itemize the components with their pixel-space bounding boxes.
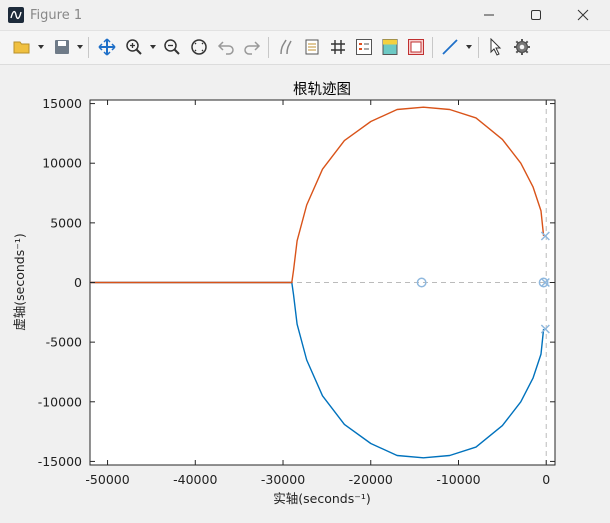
x-axis-ticks: -50000 -40000 -30000 -20000 -10000 0	[85, 100, 550, 487]
window-title: Figure 1	[30, 7, 83, 23]
minimize-icon	[484, 14, 494, 16]
datatip-button[interactable]	[302, 37, 322, 57]
zoom-out-icon	[164, 39, 180, 55]
maximize-icon	[531, 10, 541, 20]
y-tick-label: -10000	[38, 394, 82, 409]
figure-toolbar	[0, 30, 610, 65]
line-icon	[442, 39, 458, 55]
open-file-button[interactable]	[12, 37, 32, 57]
series-line-2	[90, 106, 545, 284]
y-tick-label: -5000	[46, 335, 82, 350]
grid-icon	[331, 40, 345, 54]
save-dropdown-caret[interactable]	[77, 45, 83, 49]
root-locus-series	[90, 106, 545, 459]
y-tick-label: -15000	[38, 454, 82, 469]
line-dropdown-caret[interactable]	[466, 45, 472, 49]
undo-button[interactable]	[216, 37, 236, 57]
zoom-in-icon	[126, 39, 142, 55]
maximize-button[interactable]	[513, 0, 559, 30]
figure-border-icon	[408, 39, 424, 55]
pointer-icon	[490, 38, 502, 56]
undo-icon	[217, 41, 234, 55]
toolbar-separator	[432, 37, 433, 58]
legend-button[interactable]	[354, 37, 374, 57]
zero-marker	[416, 277, 427, 288]
zoom-in-button[interactable]	[124, 37, 144, 57]
title-bar: Figure 1	[0, 0, 610, 30]
datatip-icon	[305, 39, 319, 55]
pole-zero-markers	[416, 231, 550, 334]
folder-open-icon	[13, 41, 30, 54]
settings-button[interactable]	[512, 37, 532, 57]
redo-button[interactable]	[242, 37, 262, 57]
x-tick-label: -20000	[349, 472, 393, 487]
pole-marker	[540, 277, 550, 288]
y-tick-label: 0	[74, 275, 82, 290]
minimize-button[interactable]	[466, 0, 512, 30]
zero-marker	[538, 277, 549, 288]
gear-icon	[514, 39, 530, 55]
y-tick-label: 15000	[42, 96, 82, 111]
zoom-reset-icon	[191, 39, 207, 55]
insert-line-button[interactable]	[440, 37, 460, 57]
series-line-1	[90, 281, 545, 459]
pole-marker	[540, 231, 550, 241]
colorbar-icon	[382, 39, 398, 55]
matlab-figure-icon	[8, 7, 24, 23]
y-tick-label: 5000	[50, 215, 82, 230]
pole-marker	[540, 324, 550, 334]
y-axis-label: 虚轴(seconds⁻¹)	[12, 233, 27, 330]
brush-icon	[280, 39, 292, 55]
zoom-reset-button[interactable]	[189, 37, 209, 57]
figure-border-button[interactable]	[406, 37, 426, 57]
redo-icon	[244, 41, 261, 55]
save-icon	[55, 40, 69, 54]
open-dropdown-caret[interactable]	[38, 45, 44, 49]
pointer-button[interactable]	[486, 37, 506, 57]
colorbar-button[interactable]	[380, 37, 400, 57]
x-axis-label: 实轴(seconds⁻¹)	[273, 491, 370, 506]
toolbar-separator	[88, 37, 89, 58]
y-axis-ticks: -15000 -10000 -5000 0 5000 10000 15000	[38, 96, 555, 469]
zoom-out-button[interactable]	[162, 37, 182, 57]
save-button[interactable]	[52, 37, 72, 57]
x-tick-label: -40000	[173, 472, 217, 487]
brush-button[interactable]	[276, 37, 296, 57]
figure-canvas: 根轨迹图 -50000 -40000 -30000 -20000 -10000 0 -15…	[12, 81, 556, 506]
pan-icon	[98, 38, 116, 56]
zoom-dropdown-caret[interactable]	[150, 45, 156, 49]
y-tick-label: 10000	[42, 156, 82, 171]
toolbar-separator	[478, 37, 479, 58]
chart-title: 根轨迹图	[293, 81, 351, 98]
x-tick-label: -10000	[436, 472, 480, 487]
pan-button[interactable]	[97, 37, 117, 57]
close-icon	[577, 9, 589, 21]
x-tick-label: 0	[542, 472, 550, 487]
legend-icon	[356, 39, 372, 55]
x-tick-label: -30000	[261, 472, 305, 487]
toolbar-separator	[268, 37, 269, 58]
close-button[interactable]	[560, 0, 606, 30]
x-tick-label: -50000	[85, 472, 129, 487]
grid-button[interactable]	[328, 37, 348, 57]
